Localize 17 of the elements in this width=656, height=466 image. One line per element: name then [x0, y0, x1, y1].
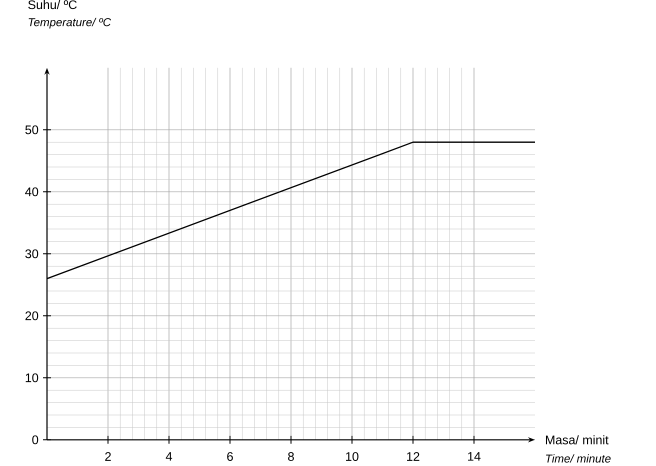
- x-tick-label: 12: [407, 452, 420, 461]
- x-axis-title: Masa/ minit: [546, 435, 609, 444]
- y-tick-label: 20: [25, 311, 38, 320]
- y-tick-label: 30: [25, 249, 38, 258]
- x-tick-label: 10: [346, 452, 358, 462]
- y-tick-label: 0: [32, 435, 38, 444]
- y-tick-label: 50: [25, 125, 38, 134]
- x-tick-label: 6: [227, 452, 233, 462]
- y-tick-label: 40: [25, 187, 38, 196]
- y-axis-title: Suhu/ ºC: [28, 0, 77, 10]
- x-tick-label: 8: [288, 452, 294, 462]
- x-tick-label: 14: [468, 452, 481, 461]
- x-tick-label: 2: [105, 452, 111, 461]
- x-tick-label: 4: [166, 452, 172, 461]
- text: Temperature/ ºC: [28, 18, 112, 29]
- text: Time/ minute: [546, 454, 611, 463]
- y-tick-label: 10: [26, 373, 38, 382]
